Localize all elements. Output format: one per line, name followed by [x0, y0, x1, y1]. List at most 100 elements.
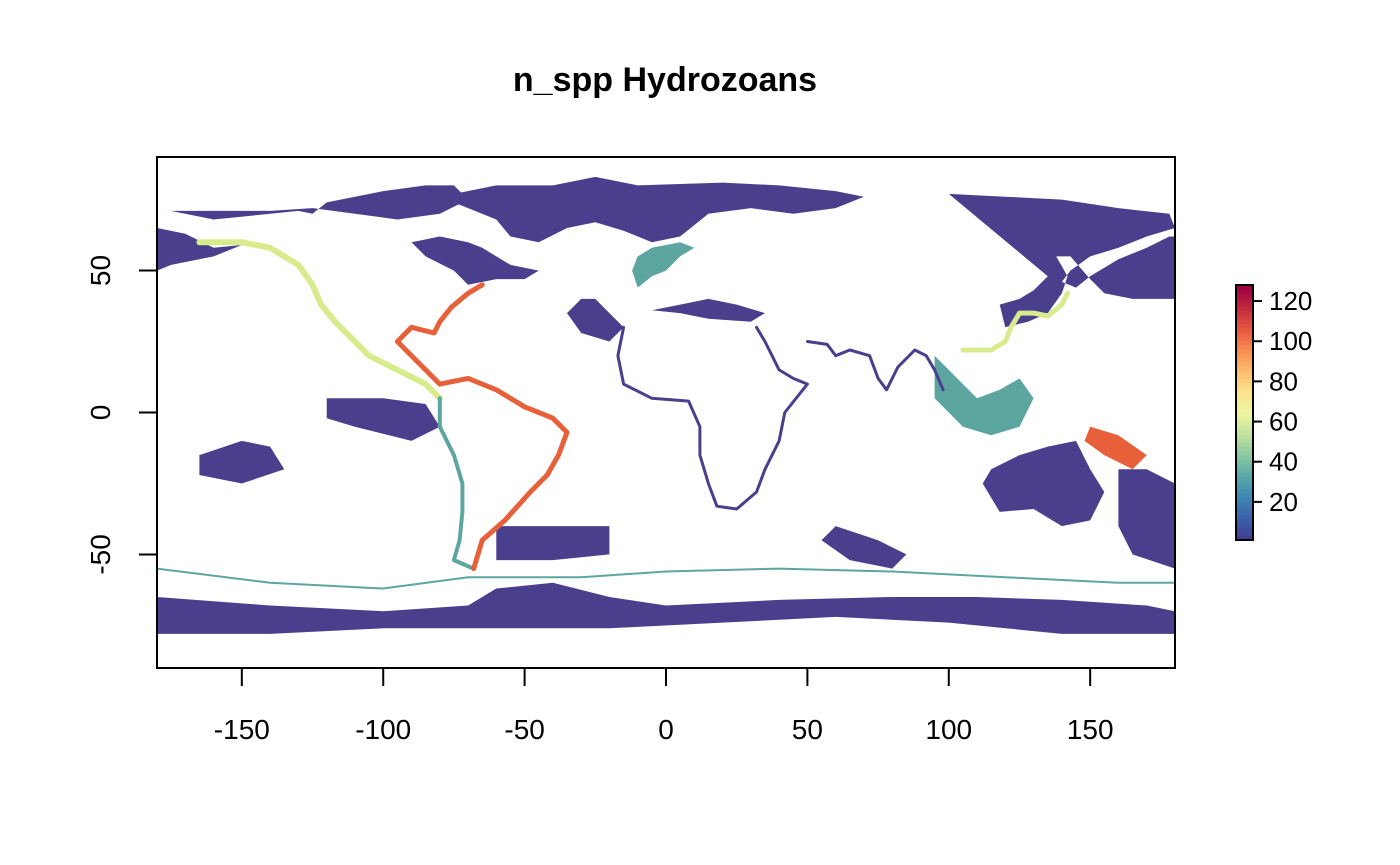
- legend-swatch: [1236, 531, 1253, 537]
- legend-swatch: [1236, 361, 1253, 367]
- antarctic-circumpolar: [156, 567, 1176, 590]
- legend-swatch: [1236, 501, 1253, 507]
- x-tick-label: 100: [925, 714, 972, 745]
- pacific-americas-coast: [196, 239, 443, 402]
- legend-swatch: [1236, 523, 1253, 528]
- antarctic-shelf: [157, 582, 1175, 634]
- legend-swatch: [1236, 472, 1253, 477]
- legend-swatch: [1236, 306, 1253, 312]
- kerguelen-plateau: [821, 526, 907, 569]
- legend-swatch: [1236, 365, 1253, 371]
- x-tick-label: -50: [504, 714, 544, 745]
- legend-swatch: [1236, 319, 1253, 324]
- legend-swatch: [1236, 374, 1253, 380]
- atlantic-seamounts: [567, 298, 624, 342]
- y-tick-label: 50: [85, 255, 116, 286]
- x-tick-label: 50: [792, 714, 823, 745]
- x-tick-label: 150: [1067, 714, 1114, 745]
- legend-swatch: [1236, 480, 1253, 486]
- indo-malay-shelf: [934, 355, 1034, 436]
- south-asia-coast: [805, 340, 945, 392]
- legend-swatch: [1236, 297, 1253, 303]
- legend-swatch: [1236, 408, 1253, 414]
- east-pacific-rise: [326, 398, 440, 441]
- legend-swatch: [1236, 314, 1253, 320]
- legend-swatch: [1236, 387, 1253, 392]
- east-asia-coast: [960, 290, 1070, 353]
- south-pacific-islands: [199, 440, 285, 484]
- atlantic-americas-coast: [394, 282, 570, 572]
- legend-ticks: 20 40 60 80 100 120: [1253, 286, 1312, 517]
- legend-swatch: [1236, 450, 1253, 456]
- patagonian-shelf: [496, 526, 610, 561]
- arctic-shelf: [439, 176, 864, 243]
- color-legend: 20 40 60 80 100 120: [1235, 284, 1312, 541]
- legend-swatch: [1236, 433, 1253, 439]
- legend-swatch: [1236, 493, 1253, 499]
- y-tick-label: 0: [85, 405, 116, 421]
- legend-swatch: [1236, 323, 1253, 329]
- beaufort-shelf: [157, 185, 469, 220]
- legend-swatch: [1236, 340, 1253, 346]
- legend-swatch: [1236, 348, 1253, 354]
- mediterranean: [651, 298, 765, 322]
- legend-swatch: [1236, 489, 1253, 494]
- legend-swatch: [1236, 442, 1253, 448]
- legend-swatch: [1236, 467, 1253, 473]
- legend-swatch: [1236, 438, 1253, 443]
- legend-frame: [1235, 284, 1254, 541]
- coral-triangle-hotspot: [1084, 426, 1147, 470]
- legend-swatch: [1236, 357, 1253, 363]
- legend-swatch: [1236, 476, 1253, 482]
- y-axis: 50 0 -50: [85, 255, 157, 575]
- legend-swatch: [1236, 285, 1253, 290]
- species-richness-raster: [156, 176, 1176, 634]
- legend-swatch: [1236, 391, 1253, 397]
- legend-swatch: [1236, 527, 1253, 533]
- legend-swatch: [1236, 514, 1253, 520]
- legend-swatch: [1236, 302, 1253, 307]
- legend-swatch: [1236, 399, 1253, 405]
- africa-coast: [616, 325, 809, 511]
- legend-swatch: [1236, 353, 1253, 358]
- legend-swatch: [1236, 510, 1253, 516]
- legend-swatch: [1236, 331, 1253, 337]
- legend-swatch: [1236, 412, 1253, 418]
- legend-tick-label: 40: [1269, 447, 1298, 477]
- x-axis: -150 -100 -50 0 50 100 150: [214, 667, 1114, 745]
- map-panel: [156, 156, 1176, 669]
- legend-tick-label: 60: [1269, 407, 1298, 437]
- hudson-labrador: [411, 236, 539, 285]
- legend-swatch: [1236, 459, 1253, 465]
- legend-swatch: [1236, 289, 1253, 295]
- legend-tick-label: 80: [1269, 366, 1298, 396]
- legend-swatch: [1236, 404, 1253, 409]
- legend-swatch: [1236, 484, 1253, 490]
- legend-swatch: [1236, 336, 1253, 341]
- legend-swatch: [1236, 497, 1253, 503]
- x-tick-label: -100: [355, 714, 411, 745]
- legend-swatch: [1236, 370, 1253, 375]
- legend-swatch: [1236, 535, 1253, 541]
- legend-swatch: [1236, 293, 1253, 299]
- legend-swatch: [1236, 327, 1253, 333]
- legend-swatch: [1236, 506, 1253, 511]
- legend-swatch: [1236, 455, 1253, 460]
- legend-swatch: [1236, 463, 1253, 469]
- tasman-shelf: [1118, 469, 1175, 569]
- x-tick-label: 0: [658, 714, 674, 745]
- legend-swatch: [1236, 382, 1253, 388]
- bering-shelf: [157, 228, 242, 271]
- legend-swatch: [1236, 395, 1253, 401]
- legend-swatch: [1236, 518, 1253, 524]
- legend-swatch: [1236, 416, 1253, 422]
- x-tick-label: -150: [214, 714, 270, 745]
- legend-colorbar: [1236, 285, 1253, 541]
- legend-swatch: [1236, 344, 1253, 350]
- east-asia-shelf: [948, 193, 1175, 328]
- north-sea: [632, 242, 695, 288]
- australian-shelf: [982, 440, 1105, 527]
- legend-tick-label: 100: [1269, 326, 1312, 356]
- plot-title: n_spp Hydrozoans: [513, 61, 817, 99]
